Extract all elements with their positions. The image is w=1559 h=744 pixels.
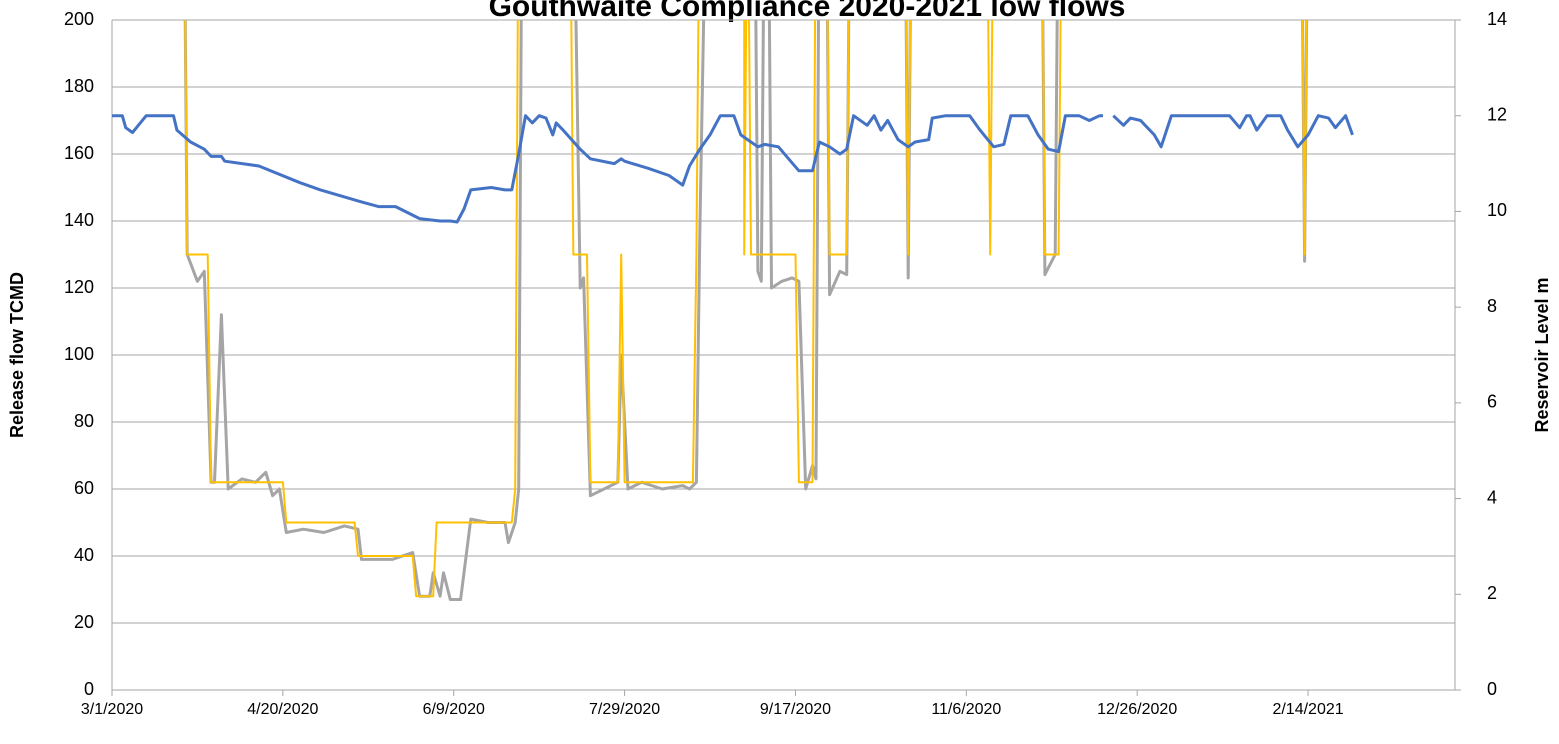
y2-tick-label: 2 bbox=[1487, 583, 1497, 603]
series-line bbox=[112, 114, 1103, 224]
y-tick-label: 20 bbox=[74, 612, 94, 632]
y2-tick-label: 8 bbox=[1487, 296, 1497, 316]
y2-tick-label: 14 bbox=[1487, 9, 1507, 29]
y-tick-label: 60 bbox=[74, 478, 94, 498]
x-tick-label: 3/1/2020 bbox=[81, 701, 143, 718]
y-tick-label: 80 bbox=[74, 411, 94, 431]
y-tick-label: 100 bbox=[64, 344, 94, 364]
x-tick-label: 2/14/2021 bbox=[1272, 701, 1343, 718]
x-tick-label: 6/9/2020 bbox=[423, 701, 485, 718]
y2-tick-label: 12 bbox=[1487, 104, 1507, 124]
y-tick-label: 0 bbox=[84, 679, 94, 699]
series-line bbox=[184, 20, 1308, 598]
y2-axis-title: Reservoir Level m bbox=[1532, 277, 1552, 432]
plot-area bbox=[112, 20, 1354, 601]
y2-tick-label: 6 bbox=[1487, 392, 1497, 412]
y-axis-title: Release flow TCMD bbox=[7, 272, 27, 438]
x-tick-label: 9/17/2020 bbox=[760, 701, 831, 718]
y-tick-label: 160 bbox=[64, 143, 94, 163]
y-tick-label: 200 bbox=[64, 9, 94, 29]
y-tick-label: 120 bbox=[64, 277, 94, 297]
series-line bbox=[183, 20, 1309, 601]
y2-tick-label: 4 bbox=[1487, 487, 1497, 507]
y-tick-label: 140 bbox=[64, 210, 94, 230]
y-tick-label: 40 bbox=[74, 545, 94, 565]
series-line bbox=[1112, 114, 1354, 149]
y2-tick-label: 10 bbox=[1487, 200, 1507, 220]
x-tick-label: 11/6/2020 bbox=[931, 701, 1001, 718]
x-tick-label: 12/26/2020 bbox=[1097, 701, 1177, 718]
x-tick-label: 4/20/2020 bbox=[247, 701, 318, 718]
y-tick-label: 180 bbox=[64, 76, 94, 96]
x-tick-label: 7/29/2020 bbox=[589, 701, 660, 718]
y2-tick-label: 0 bbox=[1487, 679, 1497, 699]
chart-title: Gouthwaite Compliance 2020-2021 low flow… bbox=[489, 0, 1126, 23]
